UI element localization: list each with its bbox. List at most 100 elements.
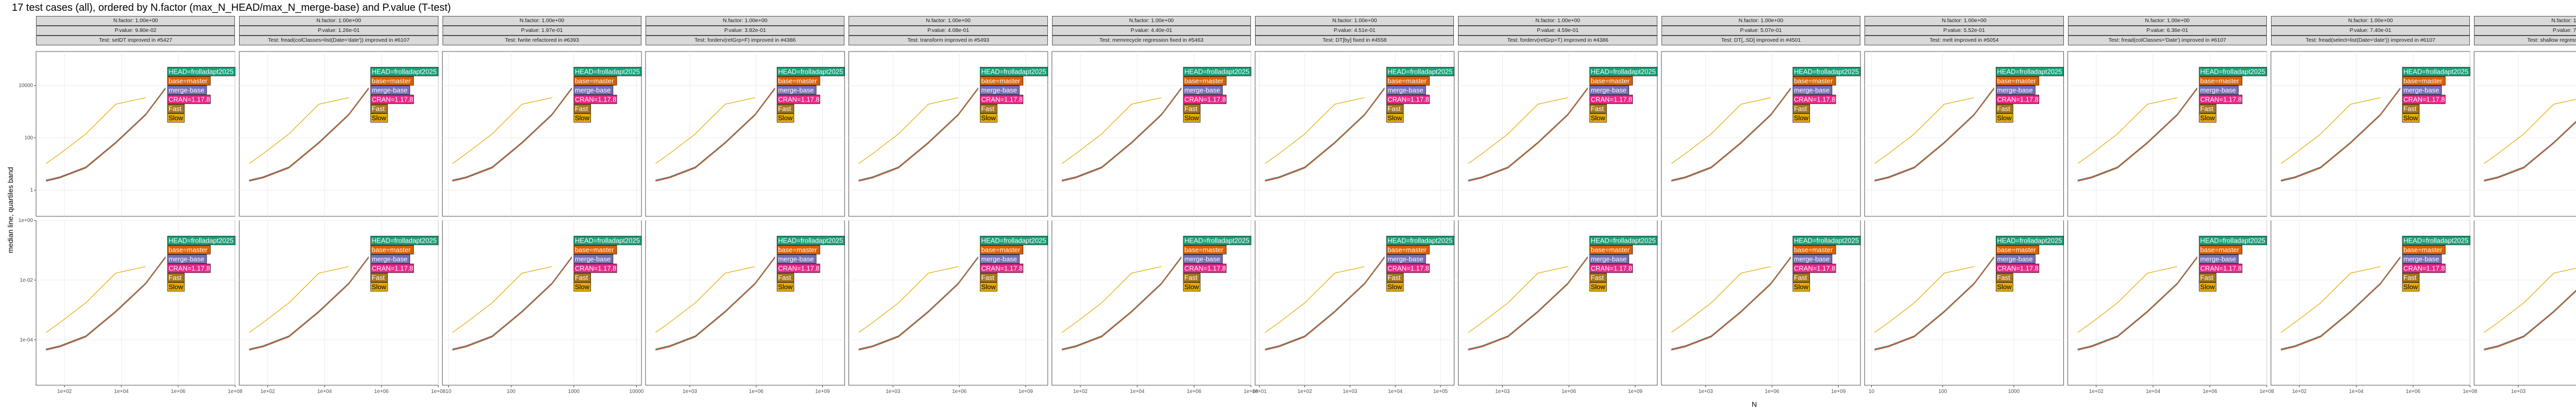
direct-label-fast: Fast — [575, 273, 588, 281]
direct-label-base: base=master — [168, 77, 208, 84]
x-tick-label: 1e+04 — [2349, 389, 2364, 394]
direct-label-box-cran — [1386, 264, 1430, 273]
y-tick-label: 1 — [30, 187, 33, 193]
strip-n-factor: N.factor: 1.00e+00 — [36, 16, 235, 26]
direct-label-box-merge-base — [980, 254, 1020, 264]
series-line-slow — [2280, 97, 2381, 164]
series-line-slow — [858, 266, 959, 333]
panel-background — [1052, 220, 1251, 386]
series-line-fast — [655, 89, 775, 182]
direct-label-box-merge-base — [573, 254, 614, 264]
strip-p-value: P.value: 4.59e-01 — [1458, 26, 1657, 36]
direct-label-box-fast — [980, 104, 997, 113]
direct-label-box-slow — [370, 282, 388, 291]
direct-label-slow: Slow — [2403, 283, 2418, 290]
direct-label-box-merge-base — [980, 85, 1020, 95]
direct-label-fast: Fast — [2200, 273, 2214, 281]
direct-label-box-head — [167, 236, 235, 245]
direct-label-box-base — [2402, 245, 2446, 254]
direct-label-merge-base: merge-base — [1997, 86, 2032, 94]
direct-label-box-merge-base — [1183, 85, 1223, 95]
direct-label-box-base — [2199, 245, 2243, 254]
series-line-slow — [1468, 97, 1568, 164]
direct-label-box-fast — [2402, 104, 2420, 113]
series-line-fast — [249, 89, 369, 182]
direct-label-slow: Slow — [1997, 283, 2012, 290]
direct-label-box-merge-base — [1792, 85, 1833, 95]
direct-label-fast: Fast — [168, 105, 182, 112]
series-line-fast — [2077, 89, 2198, 182]
direct-label-fast: Fast — [1591, 105, 1604, 112]
series-line-slow — [1061, 97, 1162, 164]
x-tick-label: 1e+05 — [1433, 389, 1448, 394]
direct-label-box-cran — [573, 95, 617, 104]
direct-label-slow: Slow — [168, 283, 183, 290]
direct-label-box-merge-base — [370, 85, 410, 95]
direct-label-box-fast — [980, 273, 997, 282]
x-tick-label: 1e+02 — [1297, 389, 1312, 394]
direct-label-box-cran — [370, 95, 414, 104]
direct-label-box-merge-base — [776, 85, 817, 95]
direct-label-base: base=master — [371, 77, 411, 84]
direct-label-box-cran — [1995, 264, 2039, 273]
direct-label-merge-base: merge-base — [168, 86, 204, 94]
direct-label-box-base — [980, 245, 1024, 254]
series-line-fast — [1874, 258, 1994, 351]
direct-label-cran: CRAN=1.17.8 — [1591, 264, 1633, 272]
direct-label-cran: CRAN=1.17.8 — [981, 95, 1023, 103]
series-line-slow — [1265, 266, 1365, 333]
direct-label-box-fast — [1792, 273, 1810, 282]
direct-label-box-fast — [573, 273, 591, 282]
direct-label-box-fast — [1792, 104, 1810, 113]
direct-label-head: HEAD=frolladapt2025 — [1997, 67, 2062, 75]
direct-label-base: base=master — [1387, 246, 1427, 253]
direct-label-box-base — [2402, 76, 2446, 85]
direct-label-base: base=master — [2403, 246, 2443, 253]
direct-label-head: HEAD=frolladapt2025 — [575, 236, 640, 244]
series-line-fast — [1061, 89, 1182, 182]
direct-label-base: base=master — [981, 246, 1021, 253]
strip-p-value: P.value: 5.52e-01 — [1865, 26, 2064, 36]
direct-label-slow: Slow — [2403, 114, 2418, 122]
x-axis-title: N — [1752, 400, 1757, 408]
direct-label-cran: CRAN=1.17.8 — [371, 95, 413, 103]
direct-label-box-base — [573, 245, 617, 254]
x-tick-label: 1e+02 — [2089, 389, 2104, 394]
direct-label-merge-base: merge-base — [2403, 86, 2439, 94]
panel-background — [2067, 51, 2267, 217]
x-tick-label: 1000 — [2008, 389, 2020, 394]
direct-label-box-fast — [1995, 273, 2013, 282]
direct-label-box-base — [1183, 245, 1227, 254]
direct-label-head: HEAD=frolladapt2025 — [1794, 67, 1859, 75]
strip-p-value: P.value: 4.51e-01 — [1255, 26, 1454, 36]
series-line-fast — [452, 89, 572, 182]
direct-label-box-head — [1183, 67, 1251, 76]
direct-label-cran: CRAN=1.17.8 — [168, 95, 210, 103]
direct-label-box-base — [980, 76, 1024, 85]
direct-label-box-slow — [1589, 113, 1607, 123]
direct-label-box-base — [573, 76, 617, 85]
direct-label-merge-base: merge-base — [371, 86, 407, 94]
direct-label-merge-base: merge-base — [371, 255, 407, 263]
y-tick-label: 1e-02 — [20, 278, 33, 283]
series-line-fast — [2077, 258, 2198, 351]
direct-label-box-base — [1386, 245, 1430, 254]
direct-label-box-fast — [1589, 104, 1607, 113]
strip-n-factor: N.factor: 1.00e+00 — [2067, 16, 2267, 26]
strip-p-value: P.value: 7.60e-01 — [2474, 26, 2576, 36]
series-line-fast — [1874, 89, 1994, 182]
direct-label-merge-base: merge-base — [778, 255, 814, 263]
direct-label-head: HEAD=frolladapt2025 — [1591, 67, 1656, 75]
strip-p-value: P.value: 1.97e-01 — [442, 26, 642, 36]
x-tick-label: 1e+06 — [171, 389, 186, 394]
series-line-fast — [46, 89, 166, 182]
direct-label-box-fast — [2402, 273, 2420, 282]
strip-n-factor: N.factor: 1.00e+00 — [239, 16, 438, 26]
direct-label-cran: CRAN=1.17.8 — [981, 264, 1023, 272]
direct-label-box-slow — [370, 113, 388, 123]
direct-label-fast: Fast — [371, 105, 385, 112]
x-tick-label: 1e+09 — [1019, 389, 1033, 394]
x-tick-label: 1e+08 — [2463, 389, 2478, 394]
series-line-slow — [2077, 97, 2178, 164]
panel-background — [36, 220, 235, 386]
